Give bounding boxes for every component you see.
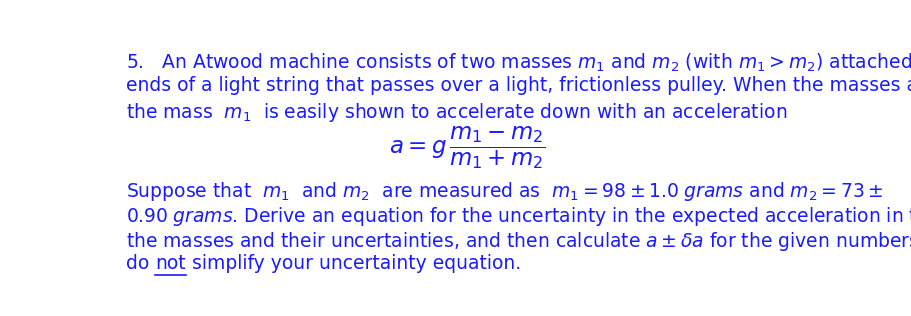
Text: not: not [155,254,185,273]
Text: the masses and their uncertainties, and then calculate $a \pm \delta a$ for the : the masses and their uncertainties, and … [126,230,911,253]
Text: the mass  $m_1$  is easily shown to accelerate down with an acceleration: the mass $m_1$ is easily shown to accele… [126,101,786,124]
Text: ends of a light string that passes over a light, frictionless pulley. When the m: ends of a light string that passes over … [126,76,911,95]
Text: Suppose that  $m_1$  and $m_2$  are measured as  $m_1 = 98 \pm 1.0\; grams$ and : Suppose that $m_1$ and $m_2$ are measure… [126,180,882,204]
Text: 5.   An Atwood machine consists of two masses $m_1$ and $m_2$ (with $m_1 > m_2$): 5. An Atwood machine consists of two mas… [126,52,911,74]
Text: $a = g\,\dfrac{m_1 - m_2}{m_1 + m_2}$: $a = g\,\dfrac{m_1 - m_2}{m_1 + m_2}$ [389,124,545,171]
Text: do: do [126,254,155,273]
Text: simplify your uncertainty equation.: simplify your uncertainty equation. [185,254,520,273]
Text: $0.90\; grams$. Derive an equation for the uncertainty in the expected accelerat: $0.90\; grams$. Derive an equation for t… [126,205,911,228]
